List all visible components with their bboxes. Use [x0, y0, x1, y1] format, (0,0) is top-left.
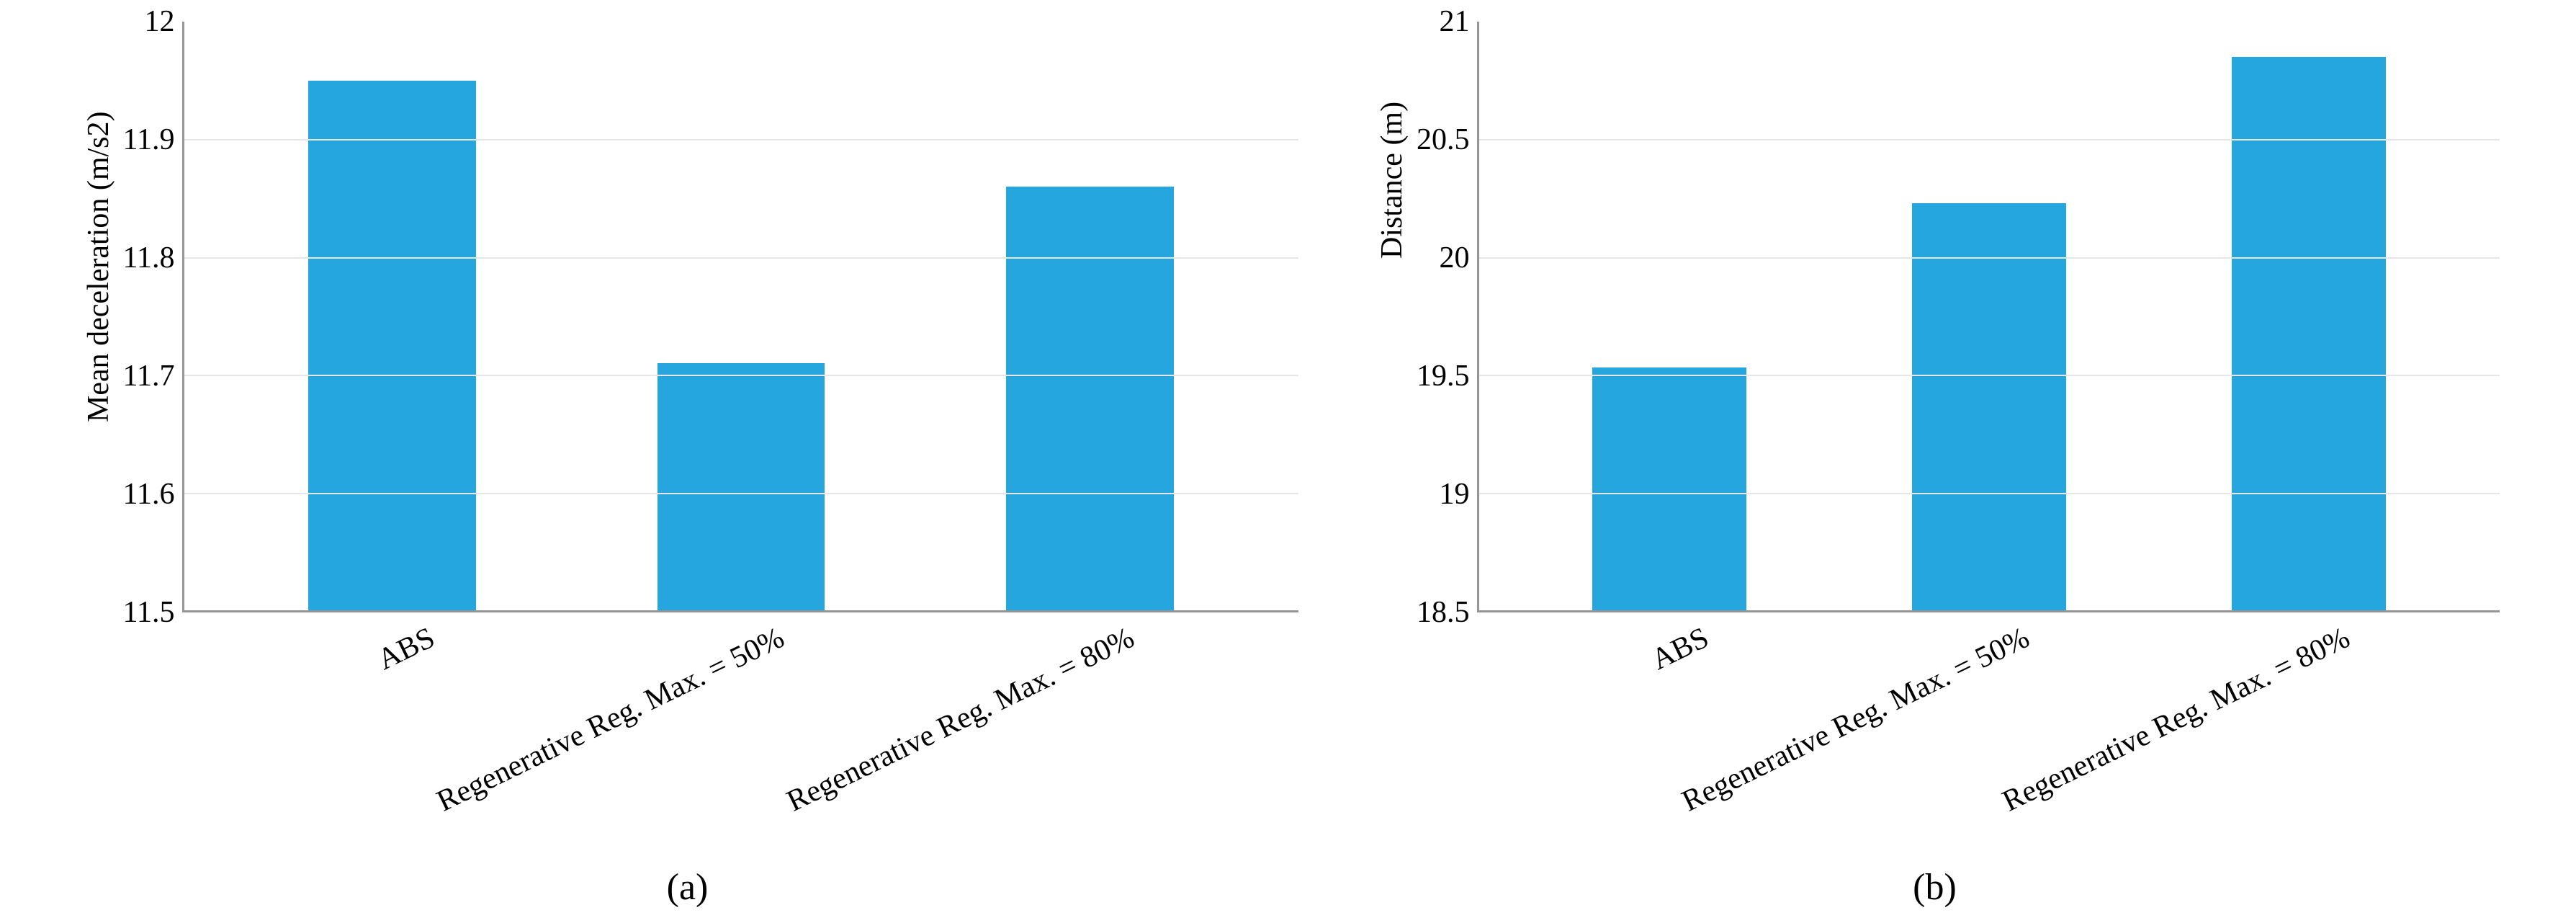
chart-b-subcaption: (b)	[1913, 866, 1957, 909]
chart-b-plot	[1477, 22, 2500, 612]
chart-b-yaxis: 2120.52019.51918.5	[1414, 22, 1477, 612]
bar-slot	[217, 22, 567, 610]
gridline	[184, 493, 1298, 494]
chart-a-ylabel: Mean deceleration (m/s2)	[77, 22, 120, 512]
panel-a: Mean deceleration (m/s2) 1211.911.811.71…	[77, 22, 1298, 909]
xtick-label: ABS	[1507, 621, 1828, 823]
bar	[1006, 187, 1174, 610]
ytick-label: 11.7	[123, 361, 175, 391]
xtick-label: ABS	[215, 621, 565, 823]
gridline	[184, 139, 1298, 141]
bar	[308, 81, 476, 610]
chart-b-bars	[1479, 22, 2500, 610]
chart-b-xaxis: ABSRegenerative Reg. Max. = 50%Regenerat…	[1477, 621, 2500, 823]
ytick-label: 19.5	[1417, 361, 1470, 391]
chart-a-yaxis: 1211.911.811.711.611.5	[120, 22, 182, 612]
ytick-label: 20.5	[1417, 125, 1470, 155]
ytick-label: 11.8	[123, 243, 175, 273]
chart-a-xaxis: ABSRegenerative Reg. Max. = 50%Regenerat…	[182, 621, 1298, 823]
bar	[1592, 367, 1746, 610]
chart-a-plot	[182, 22, 1298, 612]
bar-slot	[1829, 22, 2149, 610]
xtick-label: Regenerative Reg. Max. = 50%	[565, 621, 915, 823]
bar	[1912, 203, 2065, 610]
ytick-label: 11.6	[123, 479, 175, 509]
gridline	[1479, 139, 2500, 141]
gridline	[184, 257, 1298, 259]
chart-b-ylabel: Distance (m)	[1370, 22, 1414, 339]
xtick-label: Regenerative Reg. Max. = 50%	[1828, 621, 2148, 823]
ytick-label: 19	[1440, 479, 1470, 509]
xtick-label: Regenerative Reg. Max. = 80%	[2148, 621, 2469, 823]
bar-slot	[915, 22, 1265, 610]
chart-a-wrap: Mean deceleration (m/s2) 1211.911.811.71…	[77, 22, 1298, 823]
xtick-label: Regenerative Reg. Max. = 80%	[915, 621, 1265, 823]
bar-slot	[2149, 22, 2469, 610]
ytick-label: 12	[145, 6, 175, 37]
ytick-label: 11.5	[123, 597, 175, 628]
gridline	[1479, 493, 2500, 494]
ytick-label: 21	[1440, 6, 1470, 37]
gridline	[184, 375, 1298, 376]
chart-b-wrap: Distance (m) 2120.52019.51918.5 ABSRegen…	[1370, 22, 2500, 823]
chart-a-bars	[184, 22, 1298, 610]
panels-container: Mean deceleration (m/s2) 1211.911.811.71…	[14, 22, 2562, 909]
gridline	[1479, 257, 2500, 259]
ytick-label: 20	[1440, 243, 1470, 273]
gridline	[1479, 375, 2500, 376]
panel-b: Distance (m) 2120.52019.51918.5 ABSRegen…	[1370, 22, 2500, 909]
ytick-label: 18.5	[1417, 597, 1470, 628]
chart-a-subcaption: (a)	[667, 866, 709, 909]
ytick-label: 11.9	[123, 125, 175, 155]
bar-slot	[567, 22, 916, 610]
bar	[658, 363, 825, 610]
bar-slot	[1509, 22, 1829, 610]
